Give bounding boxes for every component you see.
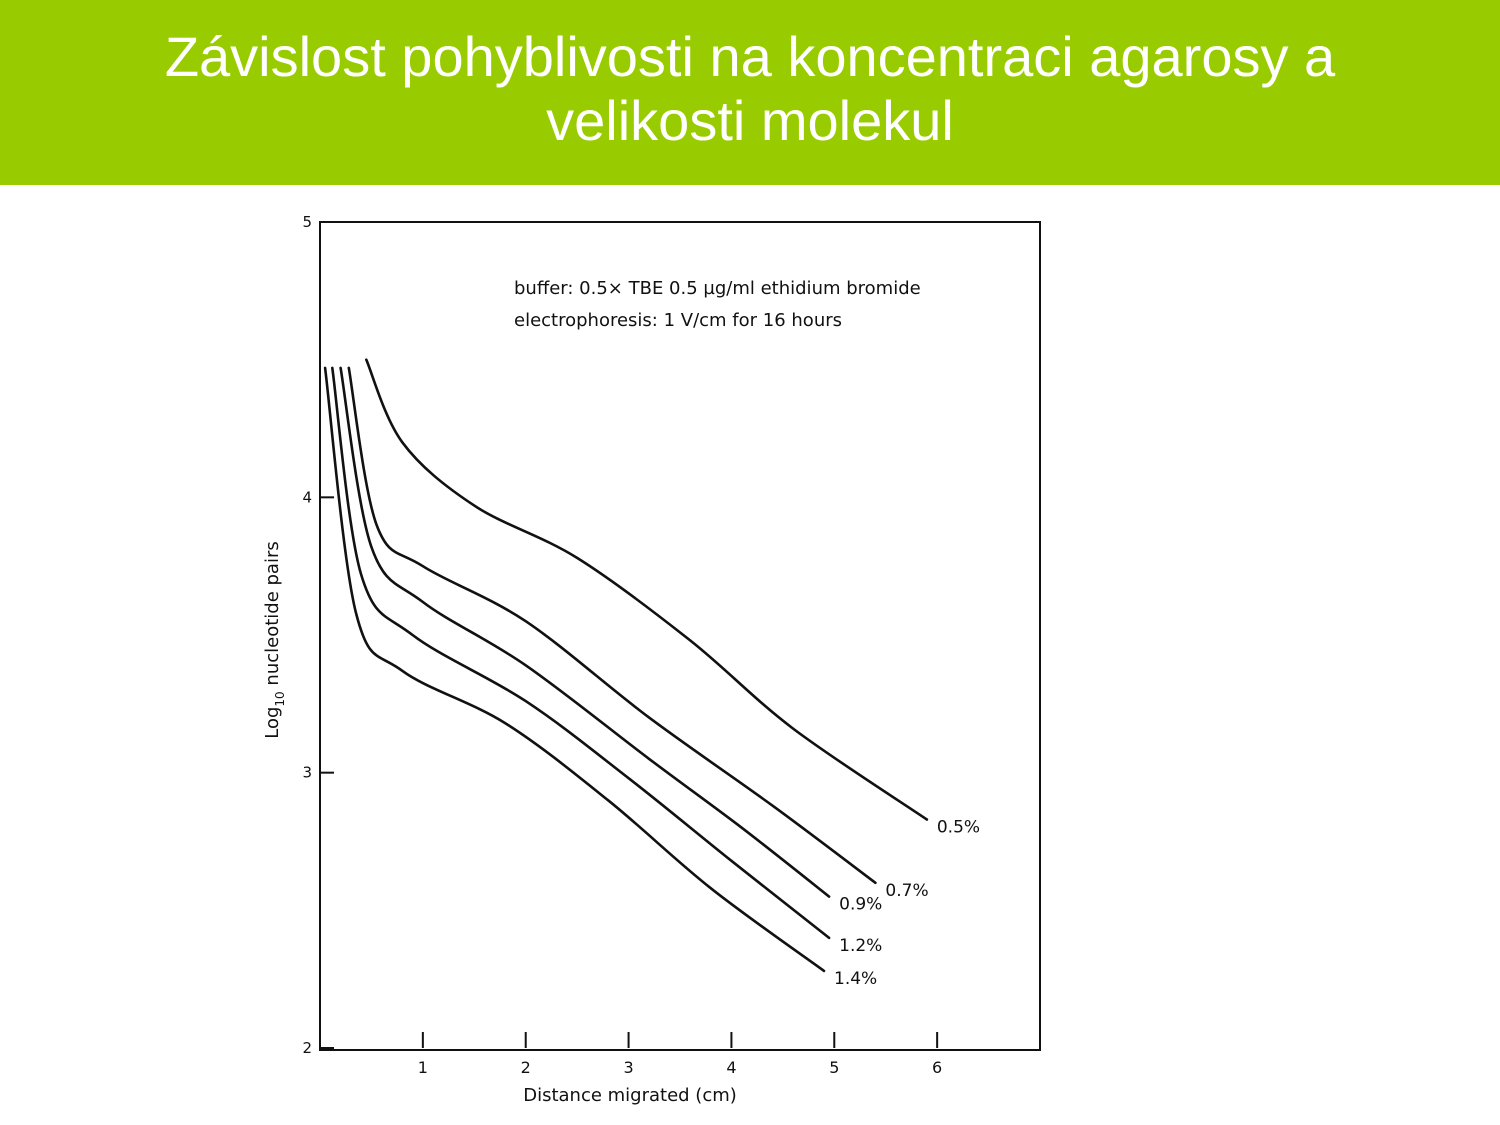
slide-title-line-2: velikosti molekul xyxy=(546,88,954,152)
y-tick-label: 4 xyxy=(302,488,312,506)
x-tick-label: 4 xyxy=(726,1058,736,1077)
y-axis: 2 3 4 5 xyxy=(302,213,334,1057)
x-tick-label: 1 xyxy=(418,1058,428,1077)
y-axis-label: Log10 nucleotide pairs xyxy=(262,541,287,738)
x-tick-label: 5 xyxy=(829,1058,839,1077)
x-tick-label: 6 xyxy=(932,1058,942,1077)
series-line-0.7% xyxy=(347,366,877,885)
y-tick-label: 5 xyxy=(302,213,312,231)
series-label-0.7%: 0.7% xyxy=(885,881,928,901)
y-axis-label-main: Log xyxy=(262,707,283,739)
series-label-0.9%: 0.9% xyxy=(839,895,882,915)
y-tick-label: 2 xyxy=(302,1039,312,1057)
x-axis-label: Distance migrated (cm) xyxy=(523,1085,737,1106)
agarose-migration-chart: 2 3 4 5 1 2 3 4 5 6 0.5% 0.7%0.9% 1.2% 1.4% buffer:… xyxy=(262,213,1041,1106)
series-label-1.2%: 1.2% xyxy=(839,936,882,956)
y-axis-label-subscript: 10 xyxy=(273,691,287,706)
series-line-1.2% xyxy=(331,366,831,940)
title-banner: Závislost pohyblivosti na koncentraci ag… xyxy=(0,0,1500,185)
annotation-buffer: buffer: 0.5× TBE 0.5 µg/ml ethidium brom… xyxy=(514,278,921,299)
x-axis: 1 2 3 4 5 6 xyxy=(418,1032,942,1077)
series-group: 0.5% 0.7%0.9% 1.2% 1.4% xyxy=(323,358,980,989)
series-line-1.4% xyxy=(323,366,826,973)
series-line-0.9% xyxy=(339,366,831,898)
x-tick-label: 2 xyxy=(521,1058,531,1077)
y-axis-label-rest: nucleotide pairs xyxy=(262,541,283,691)
series-label-1.4%: 1.4% xyxy=(834,969,877,989)
series-line-0.5% xyxy=(365,358,929,821)
slide-title-line-1: Závislost pohyblivosti na koncentraci ag… xyxy=(164,24,1336,88)
series-label-0.5%: 0.5% xyxy=(937,817,980,837)
plot-frame xyxy=(319,221,1041,1051)
annotation-electrophoresis: electrophoresis: 1 V/cm for 16 hours xyxy=(514,310,842,331)
x-tick-label: 3 xyxy=(623,1058,633,1077)
y-tick-label: 3 xyxy=(302,764,312,782)
